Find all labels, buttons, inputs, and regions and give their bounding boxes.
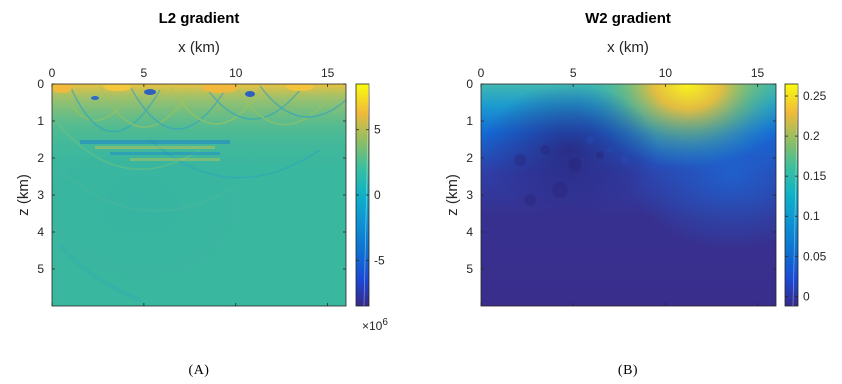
y-tick-label: 4	[37, 225, 44, 239]
colorbar-tick-label: -5	[374, 253, 385, 267]
colorbar-ticks: 0 0.05 0.1 0.15 0.2 0.25	[785, 89, 827, 303]
colorbar-tick-label: 0.05	[803, 249, 827, 263]
y-tick-label: 5	[466, 262, 473, 276]
x-axis-label: x (km)	[178, 39, 220, 56]
x-tick-label: 5	[141, 66, 148, 80]
heatmap-image	[52, 84, 346, 306]
colorbar-multiplier: ×106	[362, 317, 388, 333]
colorbar-ticks: -5 0 5	[356, 123, 385, 267]
y-ticks: 0 1 2 3 4 5	[37, 77, 346, 276]
colorbar-tick-label: 0.15	[803, 169, 827, 183]
panel-l2: L2 gradient x (km) z (km)	[15, 10, 388, 378]
y-axis-label: z (km)	[444, 174, 461, 216]
chart-title: L2 gradient	[159, 10, 240, 27]
y-tick-label: 2	[37, 151, 44, 165]
chart-title: W2 gradient	[585, 10, 671, 27]
y-tick-label: 0	[37, 77, 44, 91]
y-tick-label: 4	[466, 225, 473, 239]
colorbar-tick-label: 0	[803, 289, 810, 303]
colorbar-tick-label: 0	[374, 188, 381, 202]
y-tick-label: 3	[466, 188, 473, 202]
x-axis-label: x (km)	[607, 39, 649, 56]
y-tick-label: 5	[37, 262, 44, 276]
x-tick-label: 0	[49, 66, 56, 80]
y-tick-label: 1	[466, 114, 473, 128]
x-ticks: 0 5 10 15	[49, 66, 335, 306]
y-axis-label: z (km)	[15, 174, 32, 216]
colorbar: 0 0.05 0.1 0.15 0.2 0.25	[784, 83, 827, 307]
x-ticks: 0 5 10 15	[478, 66, 765, 306]
x-tick-label: 0	[478, 66, 485, 80]
colorbar-tick-label: 0.25	[803, 89, 827, 103]
y-tick-label: 0	[466, 77, 473, 91]
y-tick-label: 1	[37, 114, 44, 128]
y-ticks: 0 1 2 3 4 5	[466, 77, 776, 276]
panel-w2: W2 gradient x (km) z (km) 0	[444, 10, 827, 378]
caption: (B)	[618, 363, 638, 378]
x-tick-label: 10	[659, 66, 673, 80]
colorbar-tick-label: 5	[374, 123, 381, 137]
colorbar-tick-label: 0.2	[803, 129, 820, 143]
colorbar: -5 0 5 ×106	[355, 83, 388, 333]
caption: (A)	[189, 363, 210, 378]
x-tick-label: 10	[229, 66, 243, 80]
x-tick-label: 5	[570, 66, 577, 80]
y-tick-label: 3	[37, 188, 44, 202]
x-tick-label: 15	[321, 66, 335, 80]
colorbar-tick-label: 0.1	[803, 209, 820, 223]
colorbar-scale	[784, 83, 799, 307]
x-tick-label: 15	[751, 66, 765, 80]
heatmap-image	[481, 84, 776, 306]
y-tick-label: 2	[466, 151, 473, 165]
